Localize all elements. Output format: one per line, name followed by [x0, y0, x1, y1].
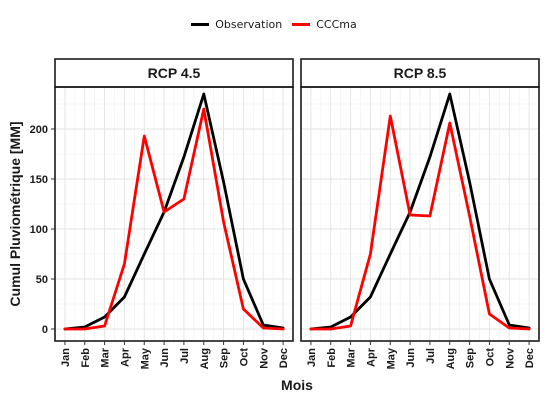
series-line-cccma [309, 114, 531, 331]
y-axis-title: Cumul Pluviométrique [MM] [7, 121, 23, 306]
x-tick-label: Apr [365, 347, 377, 367]
y-tick-label: 150 [30, 174, 48, 186]
x-tick-label: May [385, 347, 397, 369]
x-tick-label: Jan [306, 348, 318, 367]
y-tick-label: 200 [30, 124, 48, 136]
x-tick-label: Dec [524, 348, 536, 368]
x-tick-label: Aug [199, 348, 211, 369]
legend-item-observation[interactable]: Observation [191, 18, 282, 31]
x-tick-label: Feb [326, 348, 338, 368]
x-tick-label: Feb [80, 348, 92, 368]
legend-swatch-model [292, 23, 311, 26]
x-tick-label: Jan [60, 348, 72, 367]
y-tick-label: 100 [30, 224, 48, 236]
x-axis-title: Mois [281, 377, 313, 393]
facet-title: RCP 8.5 [394, 65, 447, 81]
legend-label-model: CCCma [316, 18, 357, 31]
y-tick-label: 0 [42, 324, 48, 336]
x-tick-label: Jul [179, 348, 191, 364]
panel-border [300, 86, 540, 342]
x-tick-label: Nov [504, 347, 516, 369]
x-tick-label: Jul [425, 348, 437, 364]
x-tick-label: Mar [100, 347, 112, 367]
legend-item-model[interactable]: CCCma [292, 18, 357, 31]
series-line-observation [309, 92, 531, 331]
x-tick-label: Jun [159, 348, 171, 368]
facet-strip [300, 58, 540, 88]
x-tick-label: Jun [405, 348, 417, 368]
series-line-observation [63, 92, 285, 331]
facet-title: RCP 4.5 [148, 65, 201, 81]
series-line-cccma [63, 107, 285, 331]
x-tick-label: Sep [465, 348, 477, 368]
panel-border [54, 86, 294, 342]
x-tick-label: Sep [219, 348, 231, 368]
facet-strip [54, 58, 294, 88]
x-tick-label: Oct [484, 348, 496, 367]
legend-swatch-observation [191, 23, 210, 26]
x-tick-label: Mar [346, 347, 358, 367]
x-tick-label: Apr [119, 347, 131, 367]
x-tick-label: Oct [238, 348, 250, 367]
x-tick-label: May [139, 347, 151, 369]
x-tick-label: Aug [445, 348, 457, 369]
legend: Observation CCCma [0, 18, 548, 31]
x-tick-label: Dec [278, 348, 290, 368]
y-tick-label: 50 [36, 274, 48, 286]
x-tick-label: Nov [258, 347, 270, 369]
legend-label-observation: Observation [215, 18, 283, 31]
